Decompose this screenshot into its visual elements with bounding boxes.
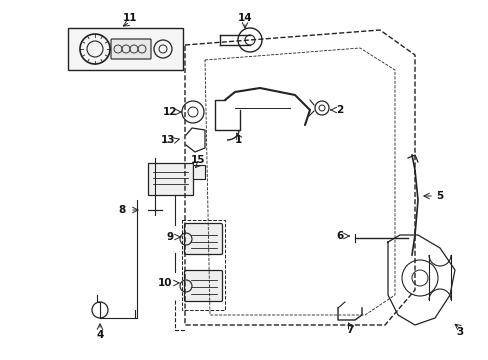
FancyBboxPatch shape xyxy=(111,39,151,59)
Text: 7: 7 xyxy=(346,325,353,335)
Text: 12: 12 xyxy=(163,107,177,117)
Text: 9: 9 xyxy=(166,232,173,242)
Text: 2: 2 xyxy=(336,105,343,115)
Text: 3: 3 xyxy=(455,327,463,337)
Text: 4: 4 xyxy=(96,330,103,340)
FancyBboxPatch shape xyxy=(184,224,222,255)
Text: 14: 14 xyxy=(237,13,252,23)
Text: 15: 15 xyxy=(190,155,205,165)
Text: 8: 8 xyxy=(118,205,125,215)
Text: 11: 11 xyxy=(122,13,137,23)
FancyBboxPatch shape xyxy=(68,28,183,70)
Text: 6: 6 xyxy=(336,231,343,241)
FancyBboxPatch shape xyxy=(184,270,222,302)
Text: 13: 13 xyxy=(161,135,175,145)
Text: 1: 1 xyxy=(234,135,241,145)
FancyBboxPatch shape xyxy=(193,165,204,179)
Text: 5: 5 xyxy=(435,191,443,201)
FancyBboxPatch shape xyxy=(148,163,193,195)
Text: 10: 10 xyxy=(158,278,172,288)
